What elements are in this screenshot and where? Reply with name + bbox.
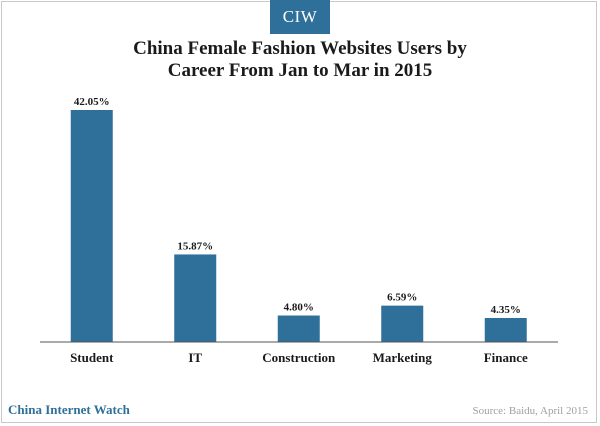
value-label-construction: 4.80% [284, 302, 314, 314]
bars-layer [70, 110, 527, 342]
bar-construction [277, 315, 320, 342]
bar-marketing [381, 305, 424, 342]
footer-brand: China Internet Watch [8, 402, 130, 417]
value-label-marketing: 6.59% [387, 292, 417, 304]
bar-finance [484, 318, 527, 342]
category-label-it: IT [188, 350, 202, 365]
bar-it [174, 254, 217, 342]
category-label-construction: Construction [262, 350, 336, 365]
chart-title-line-1: China Female Fashion Websites Users by [133, 38, 467, 59]
chart-title: China Female Fashion Websites Users by C… [0, 38, 600, 82]
ciw-logo: CIW [270, 0, 330, 34]
value-label-it: 15.87% [177, 240, 213, 252]
chart-title-line-2: Career From Jan to Mar in 2015 [167, 60, 433, 81]
category-label-marketing: Marketing [373, 350, 433, 365]
category-label-finance: Finance [484, 350, 528, 365]
category-label-student: Student [70, 350, 114, 365]
labels-layer: 42.05% Student 15.87% IT 4.80% Construction 6.… [70, 96, 528, 365]
value-label-student: 42.05% [74, 96, 110, 108]
footer-source: Source: Baidu, April 2015 [472, 405, 589, 417]
bar-student [70, 110, 113, 342]
value-label-finance: 4.35% [491, 304, 521, 316]
